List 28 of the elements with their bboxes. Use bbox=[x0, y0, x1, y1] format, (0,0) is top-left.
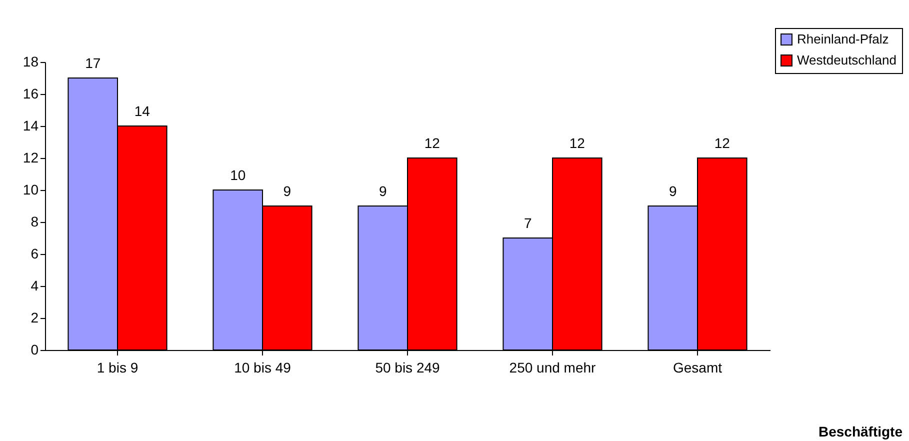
data-label: 7 bbox=[524, 215, 532, 231]
x-tick-label: 10 bis 49 bbox=[234, 360, 292, 376]
y-tick-label: 2 bbox=[30, 310, 39, 326]
data-label: 10 bbox=[230, 167, 246, 183]
y-tick-label: 0 bbox=[30, 342, 39, 358]
data-label: 17 bbox=[85, 55, 101, 71]
y-tick-label: 8 bbox=[30, 214, 39, 230]
data-label: 12 bbox=[714, 135, 730, 151]
x-tick-label: 250 und mehr bbox=[509, 360, 596, 376]
data-label: 9 bbox=[378, 183, 387, 199]
data-label: 9 bbox=[668, 183, 677, 199]
y-tick-label: 18 bbox=[22, 54, 39, 70]
y-tick-label: 10 bbox=[22, 182, 39, 198]
x-tick-label: Gesamt bbox=[672, 360, 722, 376]
y-tick-label: 12 bbox=[22, 150, 39, 166]
x-tick-label: 50 bis 249 bbox=[375, 360, 440, 376]
x-tick-label: 1 bis 9 bbox=[96, 360, 138, 376]
legend-label: Rheinland-Pfalz bbox=[797, 32, 889, 46]
y-tick-label: 4 bbox=[30, 278, 39, 294]
legend-label: Westdeutschland bbox=[797, 52, 896, 68]
x-axis-title: Beschäftigte bbox=[818, 424, 903, 440]
data-label: 14 bbox=[134, 103, 150, 119]
y-tick-label: 6 bbox=[30, 246, 39, 262]
data-label: 12 bbox=[569, 135, 586, 151]
y-tick-label: 14 bbox=[22, 118, 39, 134]
y-tick-label: 16 bbox=[22, 86, 39, 102]
data-label: 12 bbox=[424, 135, 440, 151]
data-label: 9 bbox=[283, 183, 292, 199]
